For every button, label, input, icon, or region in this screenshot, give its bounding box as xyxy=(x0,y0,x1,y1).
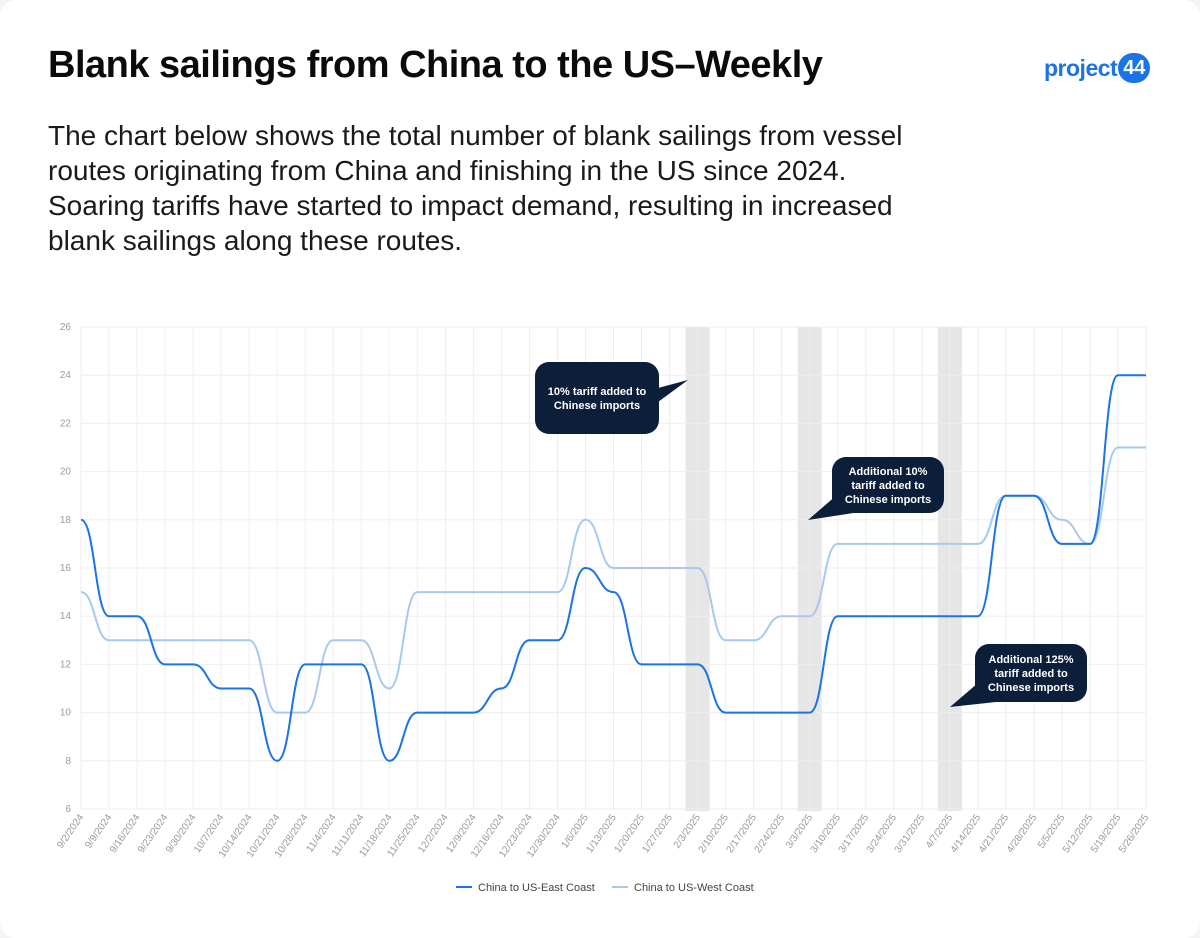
logo-wordmark: project xyxy=(1044,54,1118,81)
legend-label: China to US-East Coast xyxy=(478,882,595,894)
callout-text-line: Chinese imports xyxy=(554,400,640,412)
callout-box xyxy=(832,457,944,513)
callout-box xyxy=(975,644,1087,702)
legend-item-1: China to US-East Coast xyxy=(456,882,595,894)
legend-item-2: China to US-West Coast xyxy=(612,882,754,894)
x-axis-ticks: 9/2/20249/9/20249/16/20249/23/20249/30/2… xyxy=(55,812,1152,860)
logo-badge: 44 xyxy=(1118,53,1151,83)
tariff-shaded-regions xyxy=(685,327,962,811)
y-tick-label: 6 xyxy=(65,804,71,815)
page-title: Blank sailings from China to the US–Week… xyxy=(48,44,823,86)
chart-description: The chart below shows the total number o… xyxy=(48,120,903,256)
y-tick-label: 22 xyxy=(60,418,72,429)
annotation-callout-3: Additional 125% tariff added to Chinese im… xyxy=(950,644,1087,707)
project44-logo: project 44 xyxy=(1044,50,1151,86)
callout-text-line: Additional 10% xyxy=(849,466,928,478)
callout-text-line: tariff added to xyxy=(994,668,1068,680)
y-tick-label: 26 xyxy=(60,322,72,333)
y-tick-label: 12 xyxy=(60,659,72,670)
y-tick-label: 20 xyxy=(60,467,72,478)
callout-text-line: 10% tariff added to xyxy=(548,386,647,398)
y-axis-ticks: 6 8 10 12 14 16 18 20 22 24 26 xyxy=(60,322,72,815)
series-line-china-to-us-west-coast xyxy=(80,446,1146,714)
y-tick-label: 16 xyxy=(60,563,72,574)
y-tick-label: 24 xyxy=(60,370,72,381)
series-line-china-to-us-east-coast xyxy=(80,374,1146,762)
chart-legend: China to US-East Coast China to US-West C… xyxy=(456,882,754,894)
line-chart: 6 8 10 12 14 16 18 20 22 24 26 9/2/20249/9/20249/1… xyxy=(55,322,1152,894)
x-tick-label: 9/2/2024 xyxy=(55,812,87,851)
callout-box xyxy=(535,362,659,434)
annotation-callout-1: 10% tariff added to Chinese imports xyxy=(535,362,688,434)
callout-text-line: tariff added to xyxy=(851,480,925,492)
legend-label: China to US-West Coast xyxy=(634,882,754,894)
y-tick-label: 8 xyxy=(65,756,71,767)
annotation-callout-2: Additional 10% tariff added to Chinese imp… xyxy=(808,457,944,520)
series-lines xyxy=(80,374,1146,762)
callout-pointer xyxy=(658,380,688,402)
y-tick-label: 10 xyxy=(60,708,72,719)
y-tick-label: 18 xyxy=(60,515,72,526)
callout-text-line: Chinese imports xyxy=(845,494,931,506)
y-tick-label: 14 xyxy=(60,611,72,622)
callout-text-line: Chinese imports xyxy=(988,682,1074,694)
callout-text-line: Additional 125% xyxy=(989,654,1074,666)
